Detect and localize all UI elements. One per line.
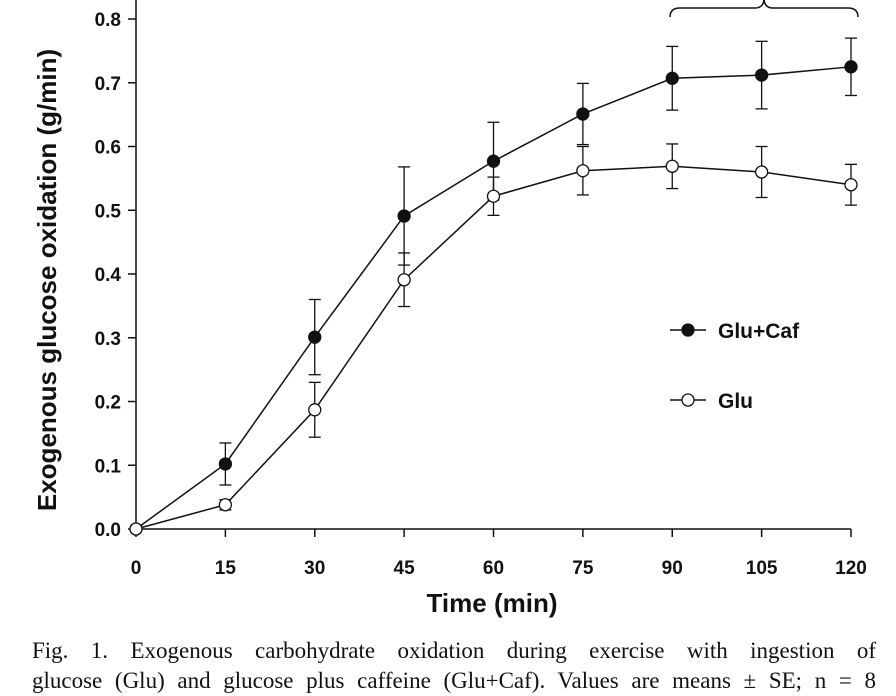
y-tick-label: 0.5 <box>95 201 122 222</box>
series-line-1 <box>135 165 852 530</box>
x-axis-title: Time (min) <box>427 588 558 618</box>
x-tick-label: 30 <box>304 558 325 579</box>
x-tick-label: 15 <box>215 558 237 579</box>
axes <box>135 0 851 530</box>
y-tick-label: 0.2 <box>95 393 121 414</box>
figure-caption: Fig. 1. Exogenous carbohydrate oxidation… <box>32 636 876 696</box>
data-point <box>576 107 590 121</box>
legend: Glu+Caf Glu <box>670 320 800 413</box>
data-point <box>129 522 143 536</box>
x-tick-label: 120 <box>835 558 867 579</box>
y-tick-label: 0.6 <box>95 138 121 159</box>
x-tick-label: 45 <box>394 558 416 579</box>
y-tick-label: 0.8 <box>95 10 121 31</box>
data-point <box>308 330 322 344</box>
legend-marker-glu-caf <box>681 323 695 337</box>
data-point <box>754 165 769 179</box>
legend-marker-glu <box>681 393 695 407</box>
y-tick-label: 0.1 <box>95 456 122 477</box>
data-point <box>844 60 858 74</box>
legend-label-glu: Glu <box>718 390 753 413</box>
data-point <box>844 178 858 192</box>
data-point <box>665 71 679 85</box>
significance-brace <box>669 0 859 18</box>
legend-label-glu-caf: Glu+Caf <box>718 320 800 343</box>
x-tick-label: 75 <box>572 558 594 579</box>
x-tick-label: 90 <box>662 558 683 579</box>
ticks: 0.0 0.1 0.2 0.3 0.4 0.5 0.6 0.7 0.8 0 15 30 45 60 75 90… <box>95 10 867 579</box>
data-point <box>576 164 590 178</box>
x-tick-label: 0 <box>131 558 142 579</box>
y-tick-label: 0.4 <box>95 265 122 286</box>
y-tick-label: 0.7 <box>95 74 121 95</box>
y-axis-title: Exogenous glucose oxidation (g/min) <box>32 49 62 511</box>
data-point <box>218 498 233 512</box>
data-point <box>308 403 322 417</box>
data-point <box>665 159 679 173</box>
series-marks <box>129 37 858 536</box>
data-point <box>486 189 501 203</box>
data-point <box>397 273 411 287</box>
data-point <box>397 209 411 223</box>
caption-line-1: Fig. 1. Exogenous carbohydrate oxidation… <box>32 638 876 663</box>
line-chart: 0.0 0.1 0.2 0.3 0.4 0.5 0.6 0.7 0.8 0 15 30 45 60 75 90… <box>32 0 867 618</box>
caption-line-2: glucose (Glu) and glucose plus caffeine … <box>32 668 876 693</box>
data-point <box>754 68 769 82</box>
y-tick-label: 0.3 <box>95 329 121 350</box>
x-tick-label: 60 <box>483 558 504 579</box>
data-point <box>218 457 233 471</box>
data-point <box>486 154 501 168</box>
y-tick-label: 0.0 <box>95 520 121 541</box>
x-tick-label: 105 <box>746 558 778 579</box>
